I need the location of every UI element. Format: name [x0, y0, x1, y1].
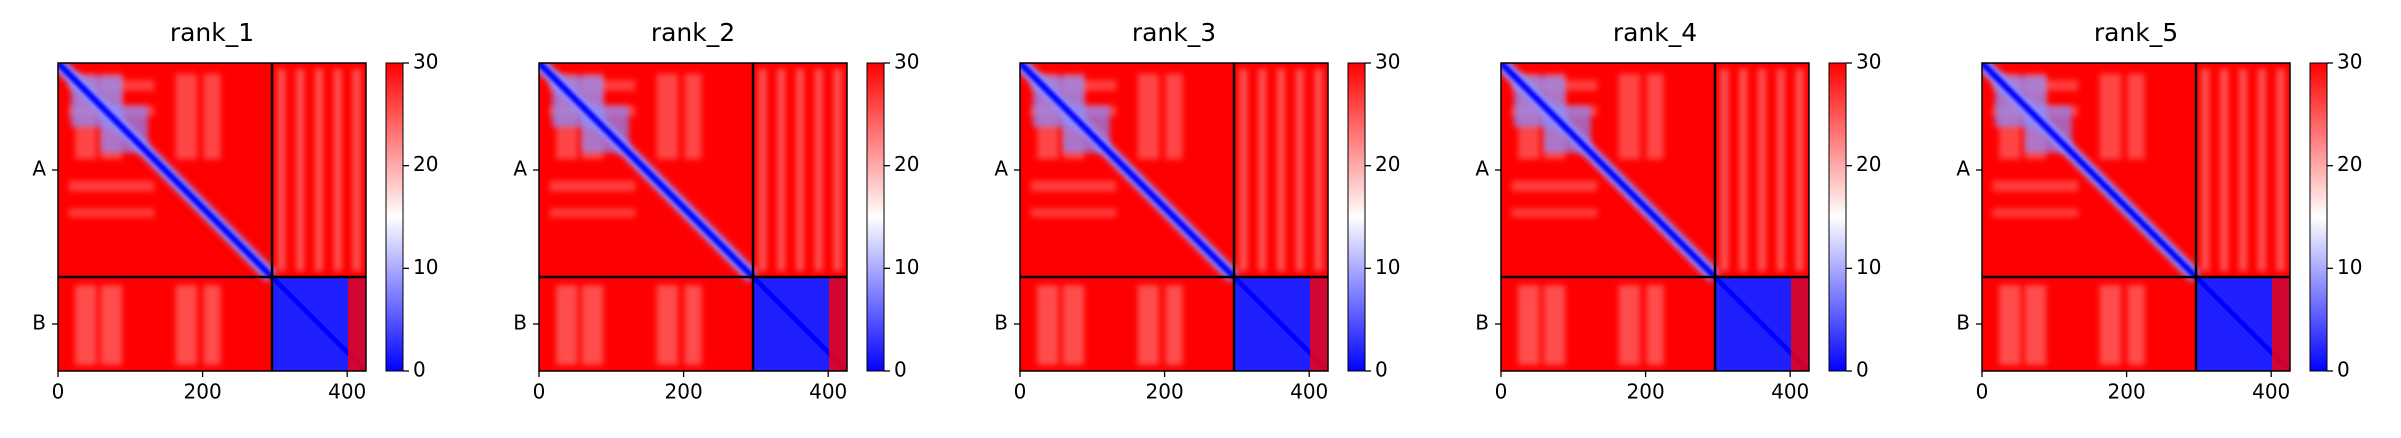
- colorbar-tick-label: 30: [2337, 50, 2362, 74]
- x-tick-label: 0: [1495, 380, 1508, 404]
- x-tick-label: 200: [1627, 380, 1665, 404]
- colorbar-tick-label: 30: [1375, 50, 1400, 74]
- heatmap: [58, 63, 366, 371]
- colorbar-tick-label: 0: [2337, 358, 2350, 382]
- colorbar-tick-label: 20: [2337, 152, 2362, 176]
- y-tick-label: A: [1475, 157, 1489, 181]
- colorbar-tick-label: 10: [2337, 255, 2362, 279]
- x-tick-label: 200: [2108, 380, 2146, 404]
- y-tick-label: A: [513, 157, 527, 181]
- x-tick-label: 400: [328, 380, 366, 404]
- panel-title: rank_2: [651, 18, 735, 47]
- plot-frame: [1500, 62, 1810, 372]
- colorbar-tick-label: 0: [894, 358, 907, 382]
- x-tick-label: 200: [184, 380, 222, 404]
- colorbar-tick-label: 20: [413, 152, 438, 176]
- colorbar-tick-label: 30: [1856, 50, 1881, 74]
- colorbar-tick-label: 20: [894, 152, 919, 176]
- plot-frame: [1981, 62, 2291, 372]
- heatmap: [539, 63, 847, 371]
- y-tick-label: A: [1956, 157, 1970, 181]
- x-tick-label: 400: [1771, 380, 1809, 404]
- colorbar: [2309, 62, 2328, 372]
- colorbar-tick-label: 20: [1856, 152, 1881, 176]
- heatmap: [1982, 63, 2290, 371]
- x-tick-label: 200: [665, 380, 703, 404]
- colorbar-tick-label: 0: [1856, 358, 1869, 382]
- y-tick-label: B: [1475, 311, 1489, 335]
- panel-title: rank_1: [170, 18, 254, 47]
- colorbar: [385, 62, 404, 372]
- x-tick-label: 0: [1976, 380, 1989, 404]
- y-tick-label: B: [513, 311, 527, 335]
- x-tick-label: 0: [533, 380, 546, 404]
- colorbar-tick-label: 10: [894, 255, 919, 279]
- heatmap: [1501, 63, 1809, 371]
- colorbar-tick-label: 0: [413, 358, 426, 382]
- colorbar-tick-label: 30: [894, 50, 919, 74]
- colorbar-tick-label: 10: [1375, 255, 1400, 279]
- colorbar: [1347, 62, 1366, 372]
- x-tick-label: 200: [1146, 380, 1184, 404]
- colorbar-tick-label: 30: [413, 50, 438, 74]
- plot-frame: [1019, 62, 1329, 372]
- x-tick-label: 0: [52, 380, 65, 404]
- colorbar-tick-label: 0: [1375, 358, 1388, 382]
- y-tick-label: A: [32, 157, 46, 181]
- panel-title: rank_4: [1613, 18, 1697, 47]
- colorbar-tick-label: 20: [1375, 152, 1400, 176]
- panel-title: rank_3: [1132, 18, 1216, 47]
- y-tick-label: B: [994, 311, 1008, 335]
- x-tick-label: 400: [1290, 380, 1328, 404]
- y-tick-label: B: [1956, 311, 1970, 335]
- plot-frame: [57, 62, 367, 372]
- colorbar: [1828, 62, 1847, 372]
- colorbar: [866, 62, 885, 372]
- x-tick-label: 400: [2252, 380, 2290, 404]
- x-tick-label: 0: [1014, 380, 1027, 404]
- y-tick-label: B: [32, 311, 46, 335]
- heatmap: [1020, 63, 1328, 371]
- panel-title: rank_5: [2094, 18, 2178, 47]
- colorbar-tick-label: 10: [1856, 255, 1881, 279]
- colorbar-tick-label: 10: [413, 255, 438, 279]
- y-tick-label: A: [994, 157, 1008, 181]
- x-tick-label: 400: [809, 380, 847, 404]
- plot-frame: [538, 62, 848, 372]
